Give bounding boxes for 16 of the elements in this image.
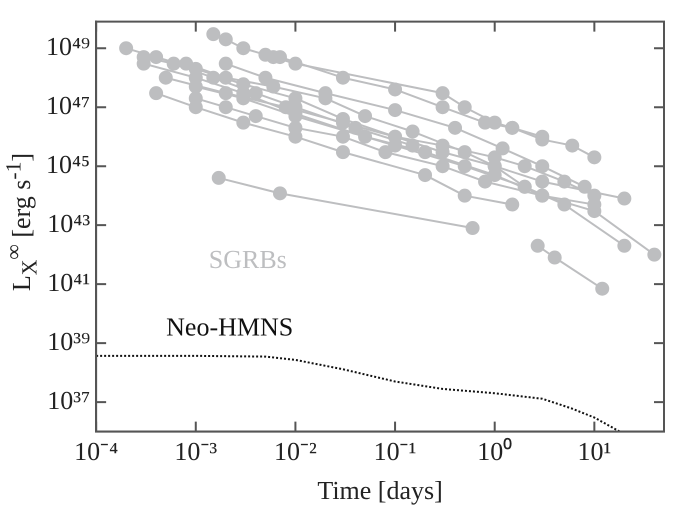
y-tick-label: 10⁴⁷ <box>46 91 90 120</box>
x-tick-label: 10⁰ <box>477 437 512 466</box>
y-tick-label: 10³⁷ <box>47 386 90 415</box>
x-tick-label: 10⁻² <box>274 437 318 466</box>
y-tick-label: 10⁴⁹ <box>46 32 90 62</box>
y-tick-label: 10⁴³ <box>47 209 90 238</box>
x-tick-label: 10¹ <box>577 437 612 466</box>
series-label: SGRBs <box>208 244 287 274</box>
x-tick-label: 10⁻³ <box>174 437 218 466</box>
y-tick-label: 10⁴¹ <box>47 268 90 297</box>
y-tick-label: 10³⁹ <box>47 326 90 356</box>
x-axis-title: Time [days] <box>317 476 443 506</box>
y-tick-label: 10⁴⁵ <box>46 150 90 180</box>
series-label: Neo-HMNS <box>166 312 294 342</box>
x-tick-label: 10⁻¹ <box>374 437 416 466</box>
x-tick-label: 10⁻⁴ <box>74 437 118 466</box>
